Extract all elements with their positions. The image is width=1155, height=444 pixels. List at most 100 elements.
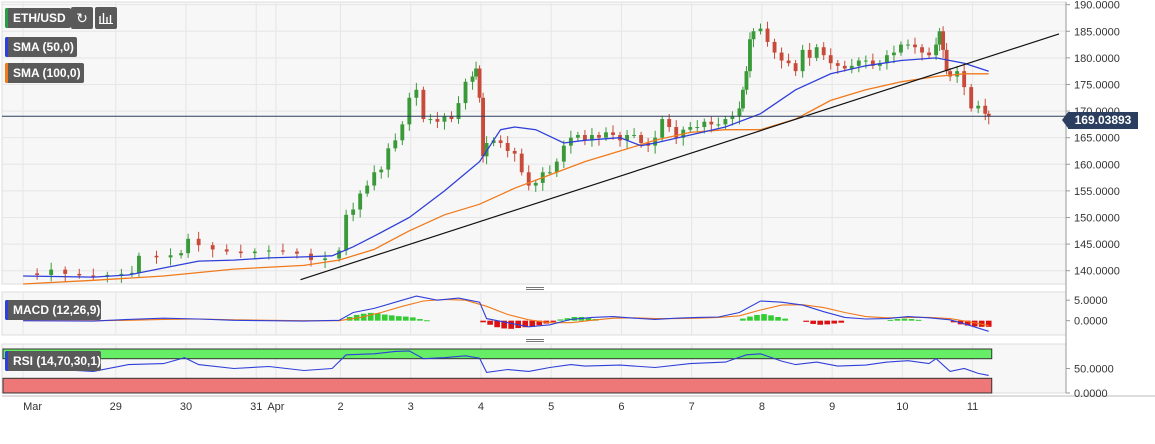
candle-body xyxy=(842,65,847,69)
candle-body xyxy=(519,153,524,173)
macd-tick-label: 5.0000 xyxy=(1074,295,1108,307)
candle-body xyxy=(358,193,363,210)
candle-body xyxy=(702,121,707,128)
candle-body xyxy=(695,127,700,129)
candle-body xyxy=(386,148,391,170)
candle-body xyxy=(129,272,134,274)
sma50-text: SMA (50,0) xyxy=(13,40,74,54)
x-tick-label: 3 xyxy=(408,401,414,413)
candle-body xyxy=(463,81,468,104)
bar-style-button[interactable] xyxy=(95,7,117,29)
candle-body xyxy=(899,44,903,53)
macd-histogram-bar xyxy=(395,316,402,321)
candle-body xyxy=(91,275,96,277)
macd-label[interactable]: MACD (12,26,9) xyxy=(5,300,101,320)
candle-body xyxy=(63,269,68,274)
candle-body xyxy=(856,60,861,66)
macd-histogram-bar xyxy=(508,320,514,329)
candle-body xyxy=(407,97,412,125)
candle-body xyxy=(210,245,215,250)
x-tick-label: 4 xyxy=(478,401,484,413)
candle-body xyxy=(611,132,615,136)
candle-body xyxy=(716,124,721,126)
candle-body xyxy=(737,108,742,117)
bars-icon xyxy=(99,13,113,24)
macd-histogram-bar xyxy=(747,316,753,321)
candle-body xyxy=(758,28,763,32)
candle-body xyxy=(491,140,496,143)
macd-histogram-bar xyxy=(557,319,564,321)
macd-histogram-bar xyxy=(367,312,374,321)
candle-body xyxy=(547,172,552,174)
macd-histogram-bar xyxy=(908,319,915,321)
rsi-overbought-zone xyxy=(2,348,993,360)
candle-body xyxy=(252,251,257,254)
candle-body xyxy=(533,182,538,186)
candle-body xyxy=(625,135,629,141)
candle-body xyxy=(105,274,110,277)
x-tick-label: 8 xyxy=(759,401,765,413)
rsi-line xyxy=(23,350,989,376)
candle-body xyxy=(709,121,714,125)
x-tick-label: Apr xyxy=(267,401,284,413)
x-tick-label: 29 xyxy=(110,401,122,413)
candle-body xyxy=(597,135,601,138)
macd-histogram-bar xyxy=(487,320,493,325)
candle-body xyxy=(660,119,665,138)
x-tick-label: 5 xyxy=(548,401,554,413)
candle-body xyxy=(554,161,559,173)
candle-body xyxy=(421,89,426,120)
candle-body xyxy=(280,250,285,252)
candle-body xyxy=(639,135,644,143)
candle-body xyxy=(849,65,854,69)
candle-body xyxy=(969,87,974,109)
candle-body xyxy=(196,238,201,246)
y-tick-label: 180.0000 xyxy=(1074,53,1120,65)
pane-splitter-rsi[interactable] xyxy=(526,339,544,342)
candle-body xyxy=(238,251,243,254)
candle-body xyxy=(400,124,405,141)
candle-body xyxy=(512,150,517,154)
sma50-label[interactable]: SMA (50,0) xyxy=(5,37,77,57)
candle-body xyxy=(526,172,531,186)
candle-body xyxy=(884,55,889,64)
candle-body xyxy=(442,116,447,122)
candle-body xyxy=(730,116,735,120)
macd-histogram-bar xyxy=(381,314,388,321)
refresh-icon: ↻ xyxy=(76,10,88,26)
y-tick-label: 190.0000 xyxy=(1074,0,1120,12)
symbol-label[interactable]: ETH/USD xyxy=(5,8,71,28)
x-tick-label: 30 xyxy=(180,401,192,413)
candle-body xyxy=(835,63,840,66)
macd-histogram-bar xyxy=(817,320,824,325)
x-tick-label: 10 xyxy=(896,401,908,413)
candle-body xyxy=(414,89,419,98)
macd-histogram-bar xyxy=(887,319,894,321)
macd-tick-label: 0.0000 xyxy=(1074,316,1108,328)
sma100-text: SMA (100,0) xyxy=(13,66,81,80)
candle-body xyxy=(154,255,159,258)
macd-histogram-bar xyxy=(782,318,788,321)
candle-body xyxy=(667,119,672,128)
sma100-label[interactable]: SMA (100,0) xyxy=(5,63,84,83)
y-tick-label: 160.0000 xyxy=(1074,159,1120,171)
candle-body xyxy=(821,47,826,56)
candle-body xyxy=(186,238,191,254)
x-tick-label: 6 xyxy=(618,401,624,413)
rsi-label[interactable]: RSI (14,70,30,1) xyxy=(5,351,101,371)
candle-body xyxy=(481,97,486,157)
candle-body xyxy=(372,172,377,186)
y-tick-label: 145.0000 xyxy=(1074,239,1120,251)
candle-body xyxy=(456,103,461,120)
pane-splitter-macd[interactable] xyxy=(526,287,544,290)
macd-histogram-bar xyxy=(529,320,536,327)
macd-histogram-bar xyxy=(964,320,971,326)
candle-body xyxy=(224,249,229,252)
candle-body xyxy=(934,44,939,56)
rsi-tick-label: 50.0000 xyxy=(1074,364,1114,376)
refresh-button[interactable]: ↻ xyxy=(71,7,93,29)
macd-histogram-bar xyxy=(550,320,557,322)
candle-body xyxy=(365,185,370,194)
macd-histogram-bar xyxy=(501,320,507,329)
